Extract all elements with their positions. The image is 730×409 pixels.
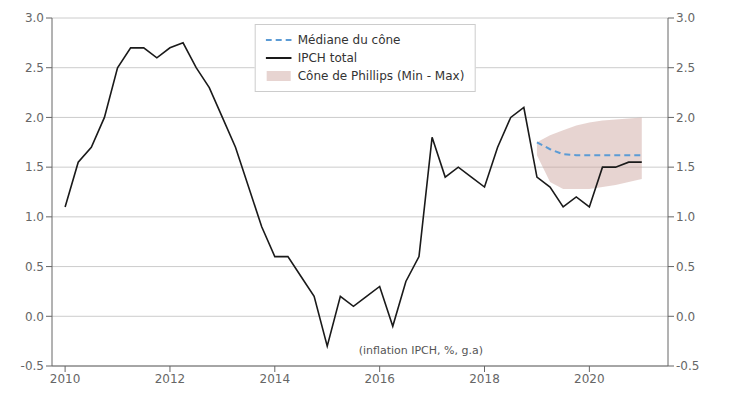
svg-text:0.5: 0.5 (676, 260, 695, 274)
svg-text:-0.5: -0.5 (21, 359, 44, 373)
svg-text:2.0: 2.0 (676, 111, 695, 125)
svg-text:2012: 2012 (155, 372, 186, 386)
svg-text:1.0: 1.0 (676, 210, 695, 224)
svg-text:3.0: 3.0 (676, 11, 695, 25)
html-text:Médiane du cône: Médiane du cône (297, 33, 401, 47)
svg-text:-0.5: -0.5 (676, 359, 699, 373)
svg-text:2014: 2014 (260, 372, 291, 386)
svg-text:1.0: 1.0 (25, 210, 44, 224)
svg-text:2016: 2016 (364, 372, 395, 386)
svg-text:2018: 2018 (469, 372, 500, 386)
svg-text:2.5: 2.5 (676, 61, 695, 75)
svg-text:2.5: 2.5 (25, 61, 44, 75)
svg-text:2020: 2020 (574, 372, 605, 386)
svg-text:1.5: 1.5 (676, 160, 695, 174)
svg-text:0.0: 0.0 (676, 310, 695, 324)
svg-text:1.5: 1.5 (25, 160, 44, 174)
html-text:IPCH total: IPCH total (297, 51, 358, 65)
svg-text:2.0: 2.0 (25, 111, 44, 125)
svg-text:(inflation IPCH, %, g.a): (inflation IPCH, %, g.a) (359, 344, 483, 357)
svg-text:2010: 2010 (50, 372, 81, 386)
svg-text:3.0: 3.0 (25, 11, 44, 25)
svg-text:0.5: 0.5 (25, 260, 44, 274)
html-text:Cône de Phillips (Min - Max): Cône de Phillips (Min - Max) (297, 69, 465, 83)
svg-text:0.0: 0.0 (25, 310, 44, 324)
